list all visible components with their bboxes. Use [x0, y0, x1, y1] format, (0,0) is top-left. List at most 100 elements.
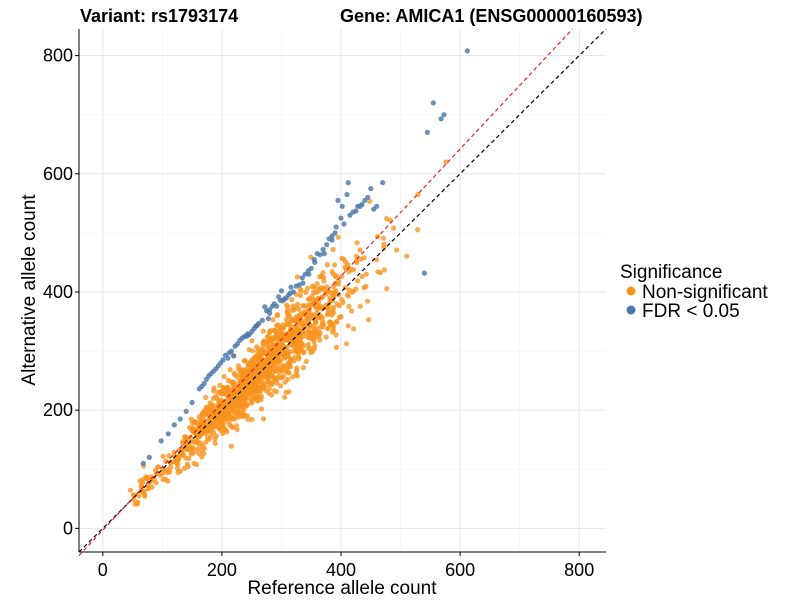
point-non-significant — [185, 463, 191, 470]
point-non-significant — [157, 472, 163, 478]
point-non-significant — [249, 397, 255, 403]
point-non-significant — [249, 416, 255, 423]
point-non-significant — [278, 383, 284, 389]
point-non-significant — [223, 386, 229, 392]
point-non-significant — [291, 316, 297, 322]
point-non-significant — [359, 273, 365, 280]
point-non-significant — [292, 323, 299, 329]
point-non-significant — [246, 387, 252, 394]
point-non-significant — [279, 325, 285, 331]
point-non-significant — [304, 285, 310, 291]
point-non-significant — [228, 443, 234, 449]
legend-title: Significance — [620, 262, 722, 283]
point-non-significant — [345, 293, 352, 299]
legend-swatch-non-significant — [626, 286, 636, 296]
point-non-significant — [241, 407, 247, 413]
point-fdr — [302, 271, 308, 277]
point-non-significant — [234, 427, 240, 433]
point-non-significant — [216, 398, 222, 404]
x-tick-label: 200 — [207, 560, 237, 580]
point-non-significant — [183, 435, 189, 442]
point-non-significant — [206, 436, 212, 442]
point-non-significant — [380, 235, 386, 241]
point-fdr — [359, 201, 365, 208]
point-fdr — [287, 290, 293, 296]
point-fdr — [158, 438, 164, 444]
point-non-significant — [357, 247, 363, 253]
point-fdr — [231, 353, 237, 359]
point-non-significant — [177, 468, 184, 474]
point-fdr — [374, 203, 380, 209]
point-non-significant — [281, 373, 287, 379]
y-tick-label: 800 — [43, 46, 73, 66]
point-non-significant — [296, 306, 302, 312]
point-fdr — [222, 352, 229, 358]
point-fdr — [421, 270, 427, 276]
point-non-significant — [301, 349, 307, 355]
point-non-significant — [404, 253, 410, 259]
point-non-significant — [312, 325, 318, 331]
x-tick-label: 400 — [326, 560, 356, 580]
point-non-significant — [282, 394, 288, 400]
legend-swatch-fdr — [626, 305, 636, 315]
point-non-significant — [274, 323, 280, 329]
point-fdr — [353, 208, 359, 214]
point-non-significant — [305, 341, 311, 347]
y-axis-title: Alternative allele count — [19, 194, 40, 386]
point-non-significant — [188, 434, 194, 440]
point-non-significant — [286, 389, 292, 395]
point-fdr — [165, 431, 171, 437]
point-non-significant — [258, 406, 265, 412]
point-non-significant — [296, 356, 302, 362]
point-non-significant — [261, 367, 267, 373]
point-non-significant — [153, 467, 159, 473]
point-non-significant — [377, 270, 383, 276]
point-non-significant — [274, 380, 280, 386]
point-non-significant — [183, 455, 189, 461]
point-non-significant — [204, 404, 210, 410]
point-fdr — [464, 48, 470, 54]
plot-area — [78, 28, 607, 556]
point-non-significant — [318, 273, 324, 279]
point-non-significant — [297, 292, 303, 299]
y-tick-label: 0 — [63, 518, 73, 538]
point-non-significant — [345, 323, 351, 329]
point-non-significant — [271, 336, 277, 342]
point-non-significant — [313, 331, 319, 337]
point-non-significant — [336, 303, 342, 309]
point-non-significant — [297, 334, 303, 340]
point-fdr — [339, 203, 345, 209]
point-non-significant — [230, 381, 236, 387]
point-fdr — [269, 303, 276, 309]
x-tick-label: 800 — [564, 560, 594, 580]
point-non-significant — [330, 329, 336, 335]
point-non-significant — [127, 487, 133, 493]
point-non-significant — [361, 255, 367, 261]
point-non-significant — [294, 347, 300, 353]
y-axis-ticks: 0 200 400 600 800 — [43, 46, 79, 538]
point-fdr — [320, 246, 326, 252]
point-non-significant — [290, 374, 296, 380]
point-non-significant — [237, 366, 243, 372]
point-fdr — [203, 376, 209, 382]
point-non-significant — [309, 349, 316, 355]
point-non-significant — [295, 301, 301, 307]
point-non-significant — [321, 278, 327, 284]
point-non-significant — [303, 289, 309, 295]
point-non-significant — [224, 401, 230, 407]
point-non-significant — [374, 257, 380, 263]
point-non-significant — [237, 411, 243, 417]
point-non-significant — [264, 382, 270, 388]
point-non-significant — [217, 382, 223, 388]
point-fdr — [338, 215, 344, 221]
point-non-significant — [286, 363, 292, 369]
point-fdr — [438, 116, 444, 122]
point-non-significant — [263, 341, 269, 347]
point-non-significant — [303, 358, 309, 364]
point-fdr — [278, 288, 285, 294]
point-non-significant — [344, 341, 350, 347]
point-non-significant — [302, 318, 308, 324]
point-non-significant — [333, 344, 339, 350]
point-non-significant — [306, 329, 312, 335]
point-non-significant — [443, 159, 449, 165]
